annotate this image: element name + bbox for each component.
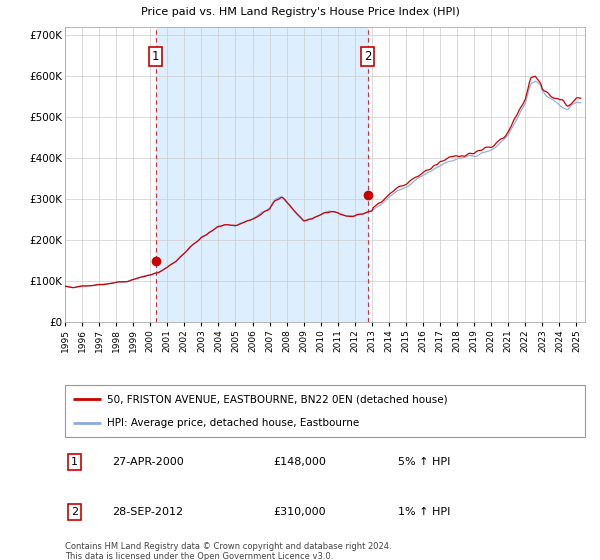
Text: 5% ↑ HPI: 5% ↑ HPI bbox=[398, 457, 450, 467]
Text: This data is licensed under the Open Government Licence v3.0.: This data is licensed under the Open Gov… bbox=[65, 552, 334, 560]
Text: Contains HM Land Registry data © Crown copyright and database right 2024.: Contains HM Land Registry data © Crown c… bbox=[65, 542, 392, 551]
Text: 2: 2 bbox=[71, 507, 78, 517]
Text: 50, FRISTON AVENUE, EASTBOURNE, BN22 0EN (detached house): 50, FRISTON AVENUE, EASTBOURNE, BN22 0EN… bbox=[107, 394, 447, 404]
Text: 2: 2 bbox=[364, 50, 371, 63]
Text: 1: 1 bbox=[71, 457, 78, 467]
Text: 28-SEP-2012: 28-SEP-2012 bbox=[112, 507, 183, 517]
Text: HPI: Average price, detached house, Eastbourne: HPI: Average price, detached house, East… bbox=[107, 418, 359, 428]
Text: 1% ↑ HPI: 1% ↑ HPI bbox=[398, 507, 450, 517]
Text: £148,000: £148,000 bbox=[273, 457, 326, 467]
Text: 1: 1 bbox=[152, 50, 160, 63]
Text: Price paid vs. HM Land Registry's House Price Index (HPI): Price paid vs. HM Land Registry's House … bbox=[140, 7, 460, 17]
Text: £310,000: £310,000 bbox=[273, 507, 326, 517]
Text: 27-APR-2000: 27-APR-2000 bbox=[112, 457, 184, 467]
Bar bbox=[156, 27, 368, 322]
